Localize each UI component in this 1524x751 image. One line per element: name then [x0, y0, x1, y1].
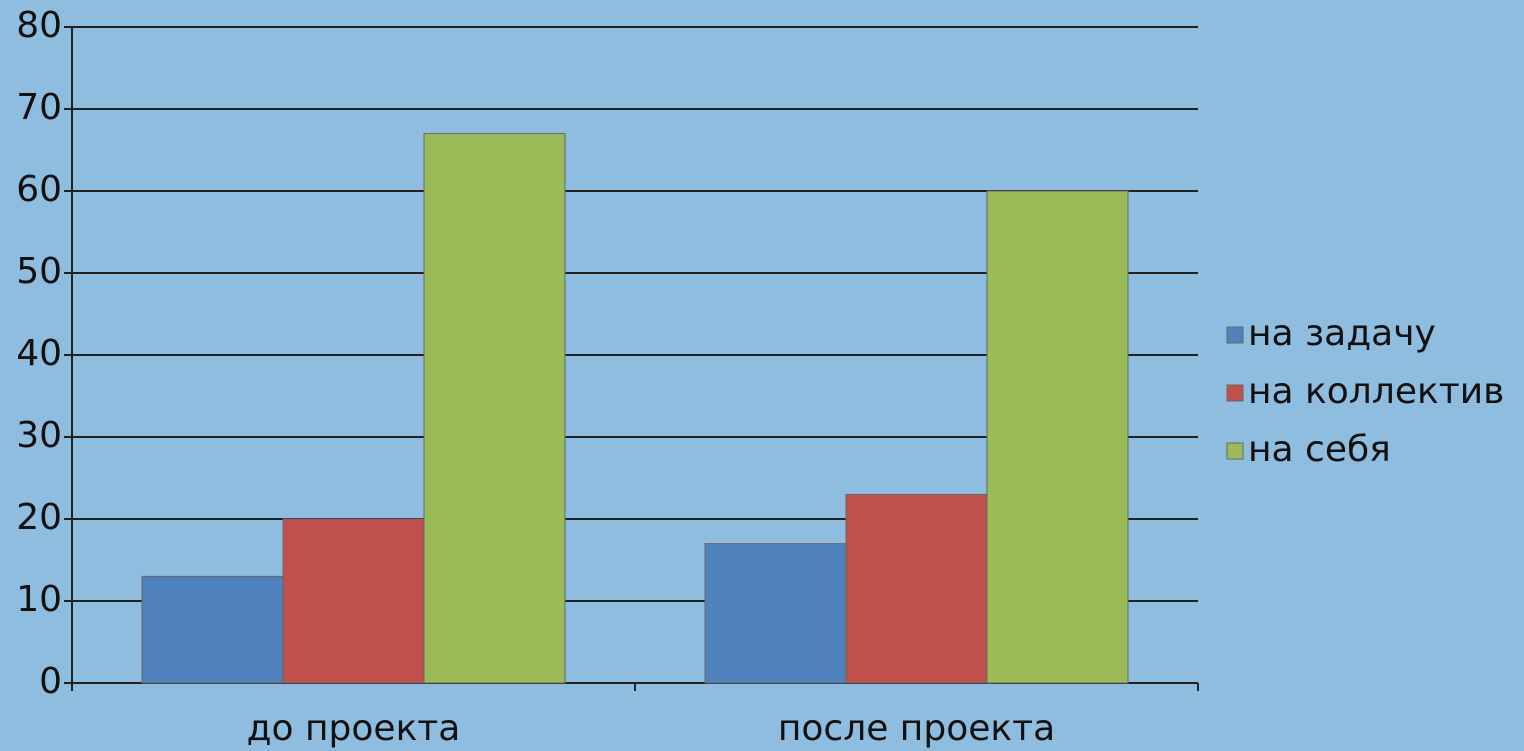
y-tick-label: 40 — [16, 333, 62, 374]
y-tick-label: 10 — [16, 579, 62, 620]
y-tick-label: 80 — [16, 5, 62, 46]
bar — [986, 190, 1129, 684]
legend-label: на себя — [1248, 429, 1391, 470]
legend-swatch — [1226, 442, 1244, 460]
legend-swatch — [1226, 384, 1244, 402]
legend-swatch — [1226, 326, 1244, 344]
x-tick-label: до проекта — [247, 708, 461, 749]
bar — [141, 575, 284, 684]
y-tick-label: 60 — [16, 169, 62, 210]
y-tick-label: 30 — [16, 415, 62, 456]
y-tick-label: 0 — [39, 661, 62, 702]
bar — [282, 518, 425, 684]
bar — [423, 133, 566, 684]
bar — [845, 493, 988, 684]
bar — [704, 543, 847, 684]
y-tick-label: 70 — [16, 87, 62, 128]
y-tick-label: 50 — [16, 251, 62, 292]
y-tick-label: 20 — [16, 497, 62, 538]
legend-label: на коллектив — [1248, 371, 1504, 412]
legend-label: на задачу — [1248, 313, 1436, 354]
x-tick-label: после проекта — [778, 708, 1055, 749]
